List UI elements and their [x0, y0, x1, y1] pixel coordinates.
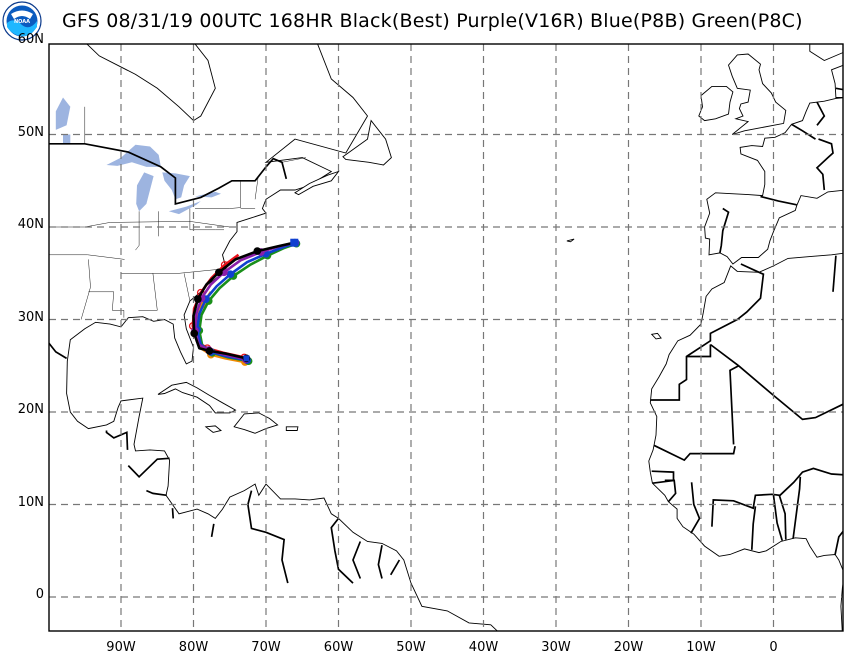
border-4	[146, 489, 167, 497]
state-line-14	[88, 291, 125, 318]
africa-coast	[648, 252, 843, 631]
state-line-5	[135, 211, 140, 251]
lat-tick-label: 50N	[17, 124, 44, 140]
border-0	[49, 142, 288, 205]
border-3	[127, 457, 170, 479]
state-line-4	[49, 221, 230, 228]
border-16	[653, 444, 736, 462]
lat-tick-label: 40N	[17, 217, 44, 232]
lon-tick-label: 70W	[251, 640, 281, 655]
border-31	[815, 138, 834, 191]
lake-michigan	[136, 172, 154, 212]
border-10	[377, 545, 383, 579]
hispaniola-coast	[233, 412, 279, 434]
state-line-13	[281, 157, 306, 163]
state-line-10	[254, 177, 259, 200]
jamaica-coast	[204, 425, 222, 433]
lon-tick-label: 80W	[178, 640, 209, 655]
newfoundland-coast	[342, 119, 392, 166]
iceland-coast	[600, 0, 676, 10]
state-line-0	[121, 268, 227, 274]
track-point	[215, 268, 223, 277]
lat-tick-label: 10N	[17, 494, 44, 510]
border-6	[210, 523, 215, 538]
track-point	[226, 270, 235, 279]
state-line-2	[183, 273, 191, 302]
border-8	[330, 517, 354, 584]
lake-winnipeg	[55, 97, 71, 130]
border-2	[105, 430, 129, 450]
map-frame	[48, 43, 844, 632]
border-27	[740, 263, 760, 274]
state-line-3	[49, 254, 125, 260]
border-5	[171, 508, 175, 519]
border-28	[832, 255, 837, 292]
map-title: GFS 08/31/19 00UTC 168HR Black(Best) Pur…	[62, 10, 803, 32]
graticule	[49, 44, 843, 631]
lat-tick-label: 0	[35, 587, 44, 602]
azores-coast	[566, 238, 575, 243]
state-line-8	[195, 180, 241, 209]
storm-tracks	[188, 238, 301, 366]
lon-tick-label: 60W	[323, 640, 354, 655]
track-point	[190, 329, 199, 338]
lon-tick-label: 90W	[106, 640, 136, 655]
border-14	[686, 344, 712, 358]
border-19	[690, 482, 701, 534]
svg-text:NOAA: NOAA	[14, 19, 30, 25]
state-line-15	[80, 259, 91, 320]
britain-coast	[727, 53, 787, 135]
lon-tick-label: 40W	[468, 640, 499, 655]
lakes	[55, 97, 221, 215]
canary-coast	[650, 332, 662, 340]
track-point	[194, 295, 202, 303]
puerto-rico-coast	[285, 426, 299, 431]
lon-tick-label: 50W	[396, 640, 426, 655]
lake-erie	[168, 201, 201, 215]
lon-tick-label: 0	[769, 640, 778, 655]
end-marker	[290, 238, 299, 247]
border-21	[750, 506, 757, 550]
border-26	[845, 576, 847, 577]
greenland-coast	[252, 0, 644, 42]
lat-tick-label: 60N	[17, 32, 44, 47]
noaa-logo: NOAA	[2, 1, 42, 41]
border-30	[719, 207, 730, 254]
coastlines	[49, 0, 843, 631]
nova-scotia-coast	[294, 170, 340, 196]
border-23	[778, 495, 787, 540]
border-32	[791, 123, 816, 140]
north-america-coast	[49, 44, 498, 631]
border-18	[652, 479, 677, 503]
track-point	[205, 347, 214, 355]
border-15	[729, 365, 740, 445]
start-marker	[243, 355, 250, 362]
country-borders	[49, 87, 847, 584]
cuba-coast	[157, 381, 237, 414]
border-9	[352, 541, 362, 579]
border-25	[834, 530, 843, 555]
lat-tick-label: 20N	[17, 402, 44, 417]
border-24	[792, 476, 802, 539]
border-13	[709, 343, 843, 421]
border-34	[835, 87, 843, 91]
border-20	[711, 467, 843, 527]
lon-tick-label: 20W	[613, 640, 644, 655]
border-11	[389, 559, 401, 576]
border-12	[650, 271, 765, 401]
border-29	[760, 195, 797, 206]
track-point	[253, 247, 262, 255]
lon-tick-label: 30W	[541, 640, 571, 655]
border-33	[816, 101, 826, 126]
state-line-1	[138, 273, 158, 311]
lat-tick-label: 30N	[17, 309, 44, 325]
lon-tick-label: 10W	[686, 640, 716, 655]
border-1	[49, 342, 68, 360]
caspian-west	[63, 134, 71, 144]
state-line-7	[189, 208, 224, 231]
